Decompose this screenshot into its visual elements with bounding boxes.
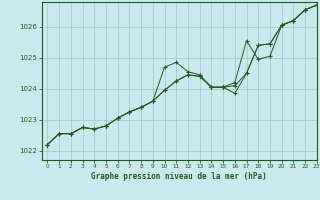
X-axis label: Graphe pression niveau de la mer (hPa): Graphe pression niveau de la mer (hPa) (91, 172, 267, 181)
